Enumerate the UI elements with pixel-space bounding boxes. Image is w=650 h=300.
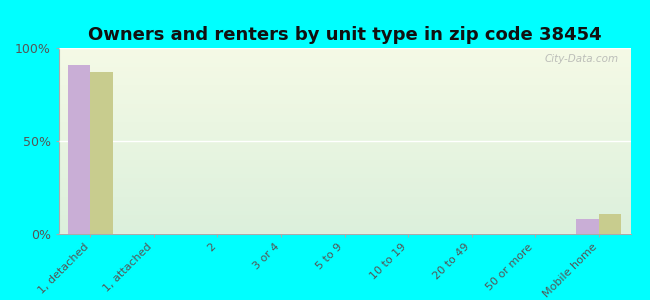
- Bar: [68, 65, 90, 234]
- Text: City-Data.com: City-Data.com: [545, 54, 619, 64]
- Bar: [90, 72, 112, 234]
- Bar: [599, 214, 621, 234]
- Title: Owners and renters by unit type in zip code 38454: Owners and renters by unit type in zip c…: [88, 26, 601, 44]
- Bar: [577, 219, 599, 234]
